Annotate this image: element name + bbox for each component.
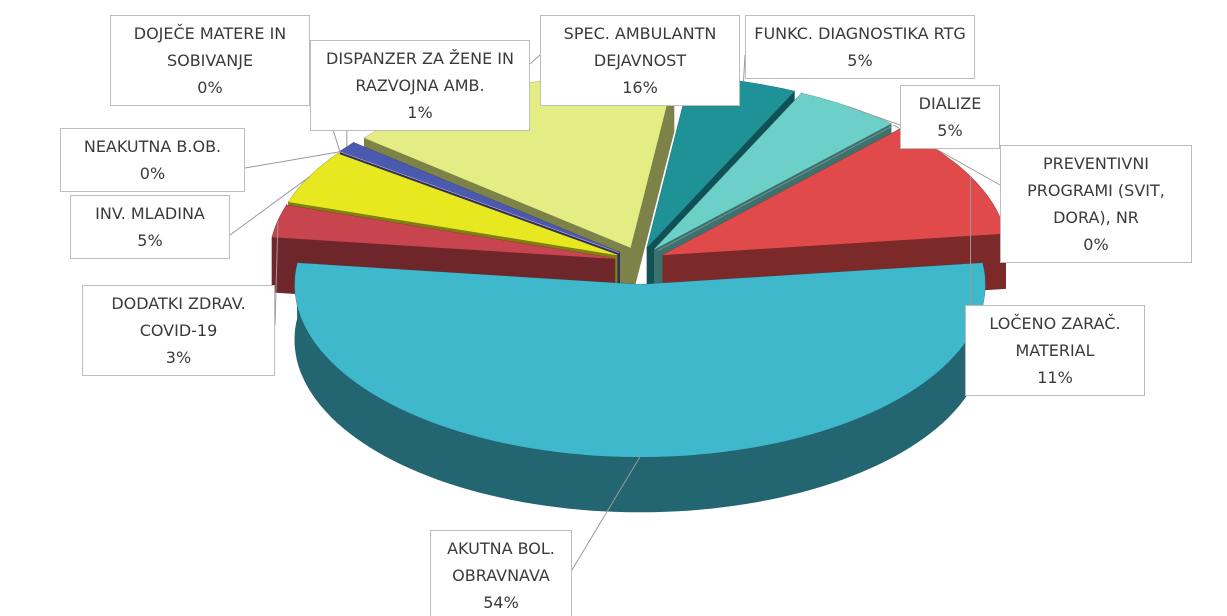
value-label: 5%: [847, 51, 873, 70]
category-label: DOJEČE MATERE IN SOBIVANJE: [133, 24, 287, 70]
value-label: 3%: [165, 348, 192, 367]
leader-line: [571, 456, 641, 571]
category-label: DISPANZER ZA ŽENE IN RAZVOJNA AMB.: [326, 49, 514, 95]
value-label: 5%: [137, 231, 163, 250]
leader-line: [244, 151, 340, 169]
category-label: PREVENTIVNI PROGRAMI (SVIT, DORA), NR: [1027, 154, 1165, 227]
slice: [654, 93, 892, 250]
value-label: 54%: [483, 593, 519, 612]
data-label: INV. MLADINA 5%: [70, 195, 230, 259]
data-label: NEAKUTNA B.OB. 0%: [60, 128, 245, 192]
data-label: FUNKC. DIAGNOSTIKA RTG 5%: [745, 15, 975, 79]
data-label: SPEC. AMBULANTN DEJAVNOST 16%: [540, 15, 740, 106]
value-label: 0%: [197, 78, 223, 97]
data-label: AKUTNA BOL. OBRAVNAVA 54%: [430, 530, 572, 616]
value-label: 0%: [139, 164, 166, 183]
value-label: 1%: [407, 103, 433, 122]
leader-line: [848, 106, 901, 126]
data-label: PREVENTIVNI PROGRAMI (SVIT, DORA), NR 0%: [1000, 145, 1192, 263]
category-label: DIALIZE: [918, 94, 982, 113]
value-label: 16%: [622, 78, 658, 97]
data-label: DOJEČE MATERE IN SOBIVANJE 0%: [110, 15, 310, 106]
category-label: DODATKI ZDRAV. COVID-19: [111, 294, 246, 340]
category-label: AKUTNA BOL. OBRAVNAVA: [447, 539, 555, 585]
data-label: DIALIZE 5%: [900, 85, 1000, 149]
data-label: DISPANZER ZA ŽENE IN RAZVOJNA AMB. 1%: [310, 40, 530, 131]
category-label: NEAKUTNA B.OB.: [83, 137, 222, 156]
category-label: SPEC. AMBULANTN DEJAVNOST: [563, 24, 717, 70]
value-label: 11%: [1037, 368, 1073, 387]
leader-line: [229, 176, 310, 236]
value-label: 5%: [937, 121, 963, 140]
category-label: INV. MLADINA: [95, 204, 205, 223]
data-label: DODATKI ZDRAV. COVID-19 3%: [82, 285, 275, 376]
leader-line: [274, 221, 279, 326]
data-label: LOČENO ZARAČ. MATERIAL 11%: [965, 305, 1145, 396]
leader-line: [743, 54, 746, 82]
category-label: LOČENO ZARAČ. MATERIAL: [989, 314, 1121, 360]
category-label: FUNKC. DIAGNOSTIKA RTG: [754, 24, 966, 43]
value-label: 0%: [1083, 235, 1109, 254]
